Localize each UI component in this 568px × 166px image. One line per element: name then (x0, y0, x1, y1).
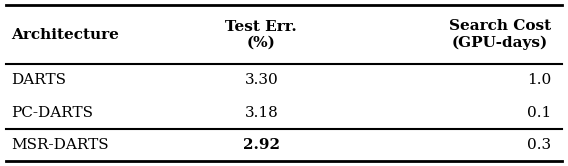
Text: MSR-DARTS: MSR-DARTS (11, 138, 109, 152)
Text: 2.92: 2.92 (243, 138, 280, 152)
Text: 3.30: 3.30 (244, 73, 278, 87)
Text: 0.1: 0.1 (527, 106, 551, 120)
Text: DARTS: DARTS (11, 73, 66, 87)
Text: 3.18: 3.18 (244, 106, 278, 120)
Text: 0.3: 0.3 (527, 138, 551, 152)
Text: 1.0: 1.0 (527, 73, 551, 87)
Text: Test Err.
(%): Test Err. (%) (225, 20, 297, 50)
Text: PC-DARTS: PC-DARTS (11, 106, 93, 120)
Text: Architecture: Architecture (11, 28, 119, 42)
Text: Search Cost
(GPU-days): Search Cost (GPU-days) (449, 19, 551, 50)
